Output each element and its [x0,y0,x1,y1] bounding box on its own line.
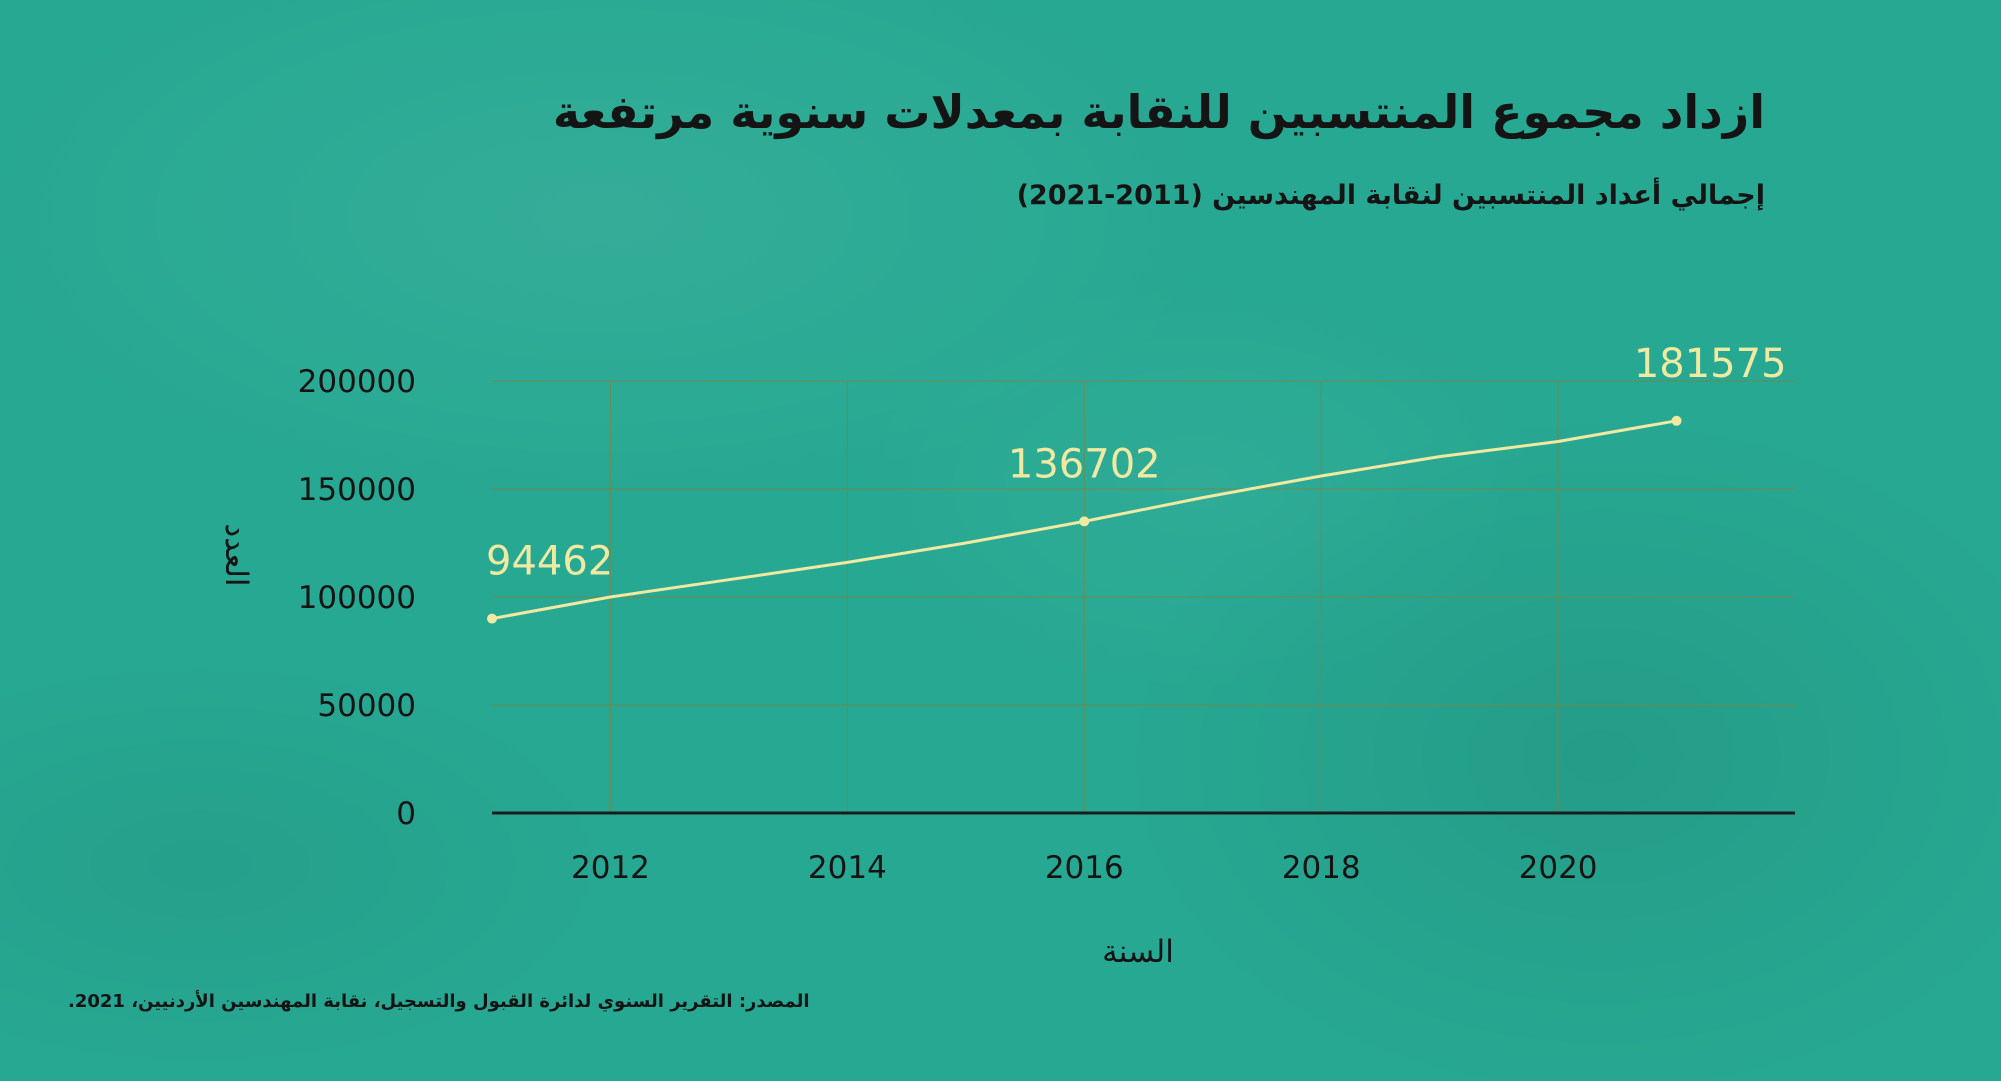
x-tick-label: 2012 [571,850,650,886]
data-label: 136702 [1008,441,1161,487]
y-tick-label: 150000 [298,472,416,508]
y-tick-label: 100000 [298,580,416,616]
x-tick-label: 2016 [1045,850,1124,886]
x-axis-title: السنة [1102,934,1174,970]
y-tick-label: 50000 [317,688,416,724]
x-axis-ticks: 2012 2014 2016 2018 2020 [571,850,1598,886]
y-axis-title: العدد [218,523,254,586]
y-tick-label: 200000 [298,364,416,400]
x-tick-label: 2014 [808,850,887,886]
y-axis-ticks: 0 50000 100000 150000 200000 [298,364,416,832]
x-tick-label: 2020 [1519,850,1598,886]
data-label: 94462 [486,539,613,585]
data-point [487,613,497,624]
source-note: المصدر: التقرير السنوي لدائرة القبول وال… [68,991,810,1012]
x-tick-label: 2018 [1282,850,1361,886]
data-markers: 94462 136702 181575 [486,341,1787,624]
grid-lines [492,380,1795,813]
chart-title: ازداد مجموع المنتسبين للنقابة بمعدلات سن… [552,85,1765,139]
data-label: 181575 [1634,341,1787,387]
data-point [1079,516,1090,527]
data-point [1671,415,1682,426]
y-tick-label: 0 [396,796,416,832]
chart-subtitle: إجمالي أعداد المنتسبين لنقابة المهندسين … [1016,180,1765,211]
